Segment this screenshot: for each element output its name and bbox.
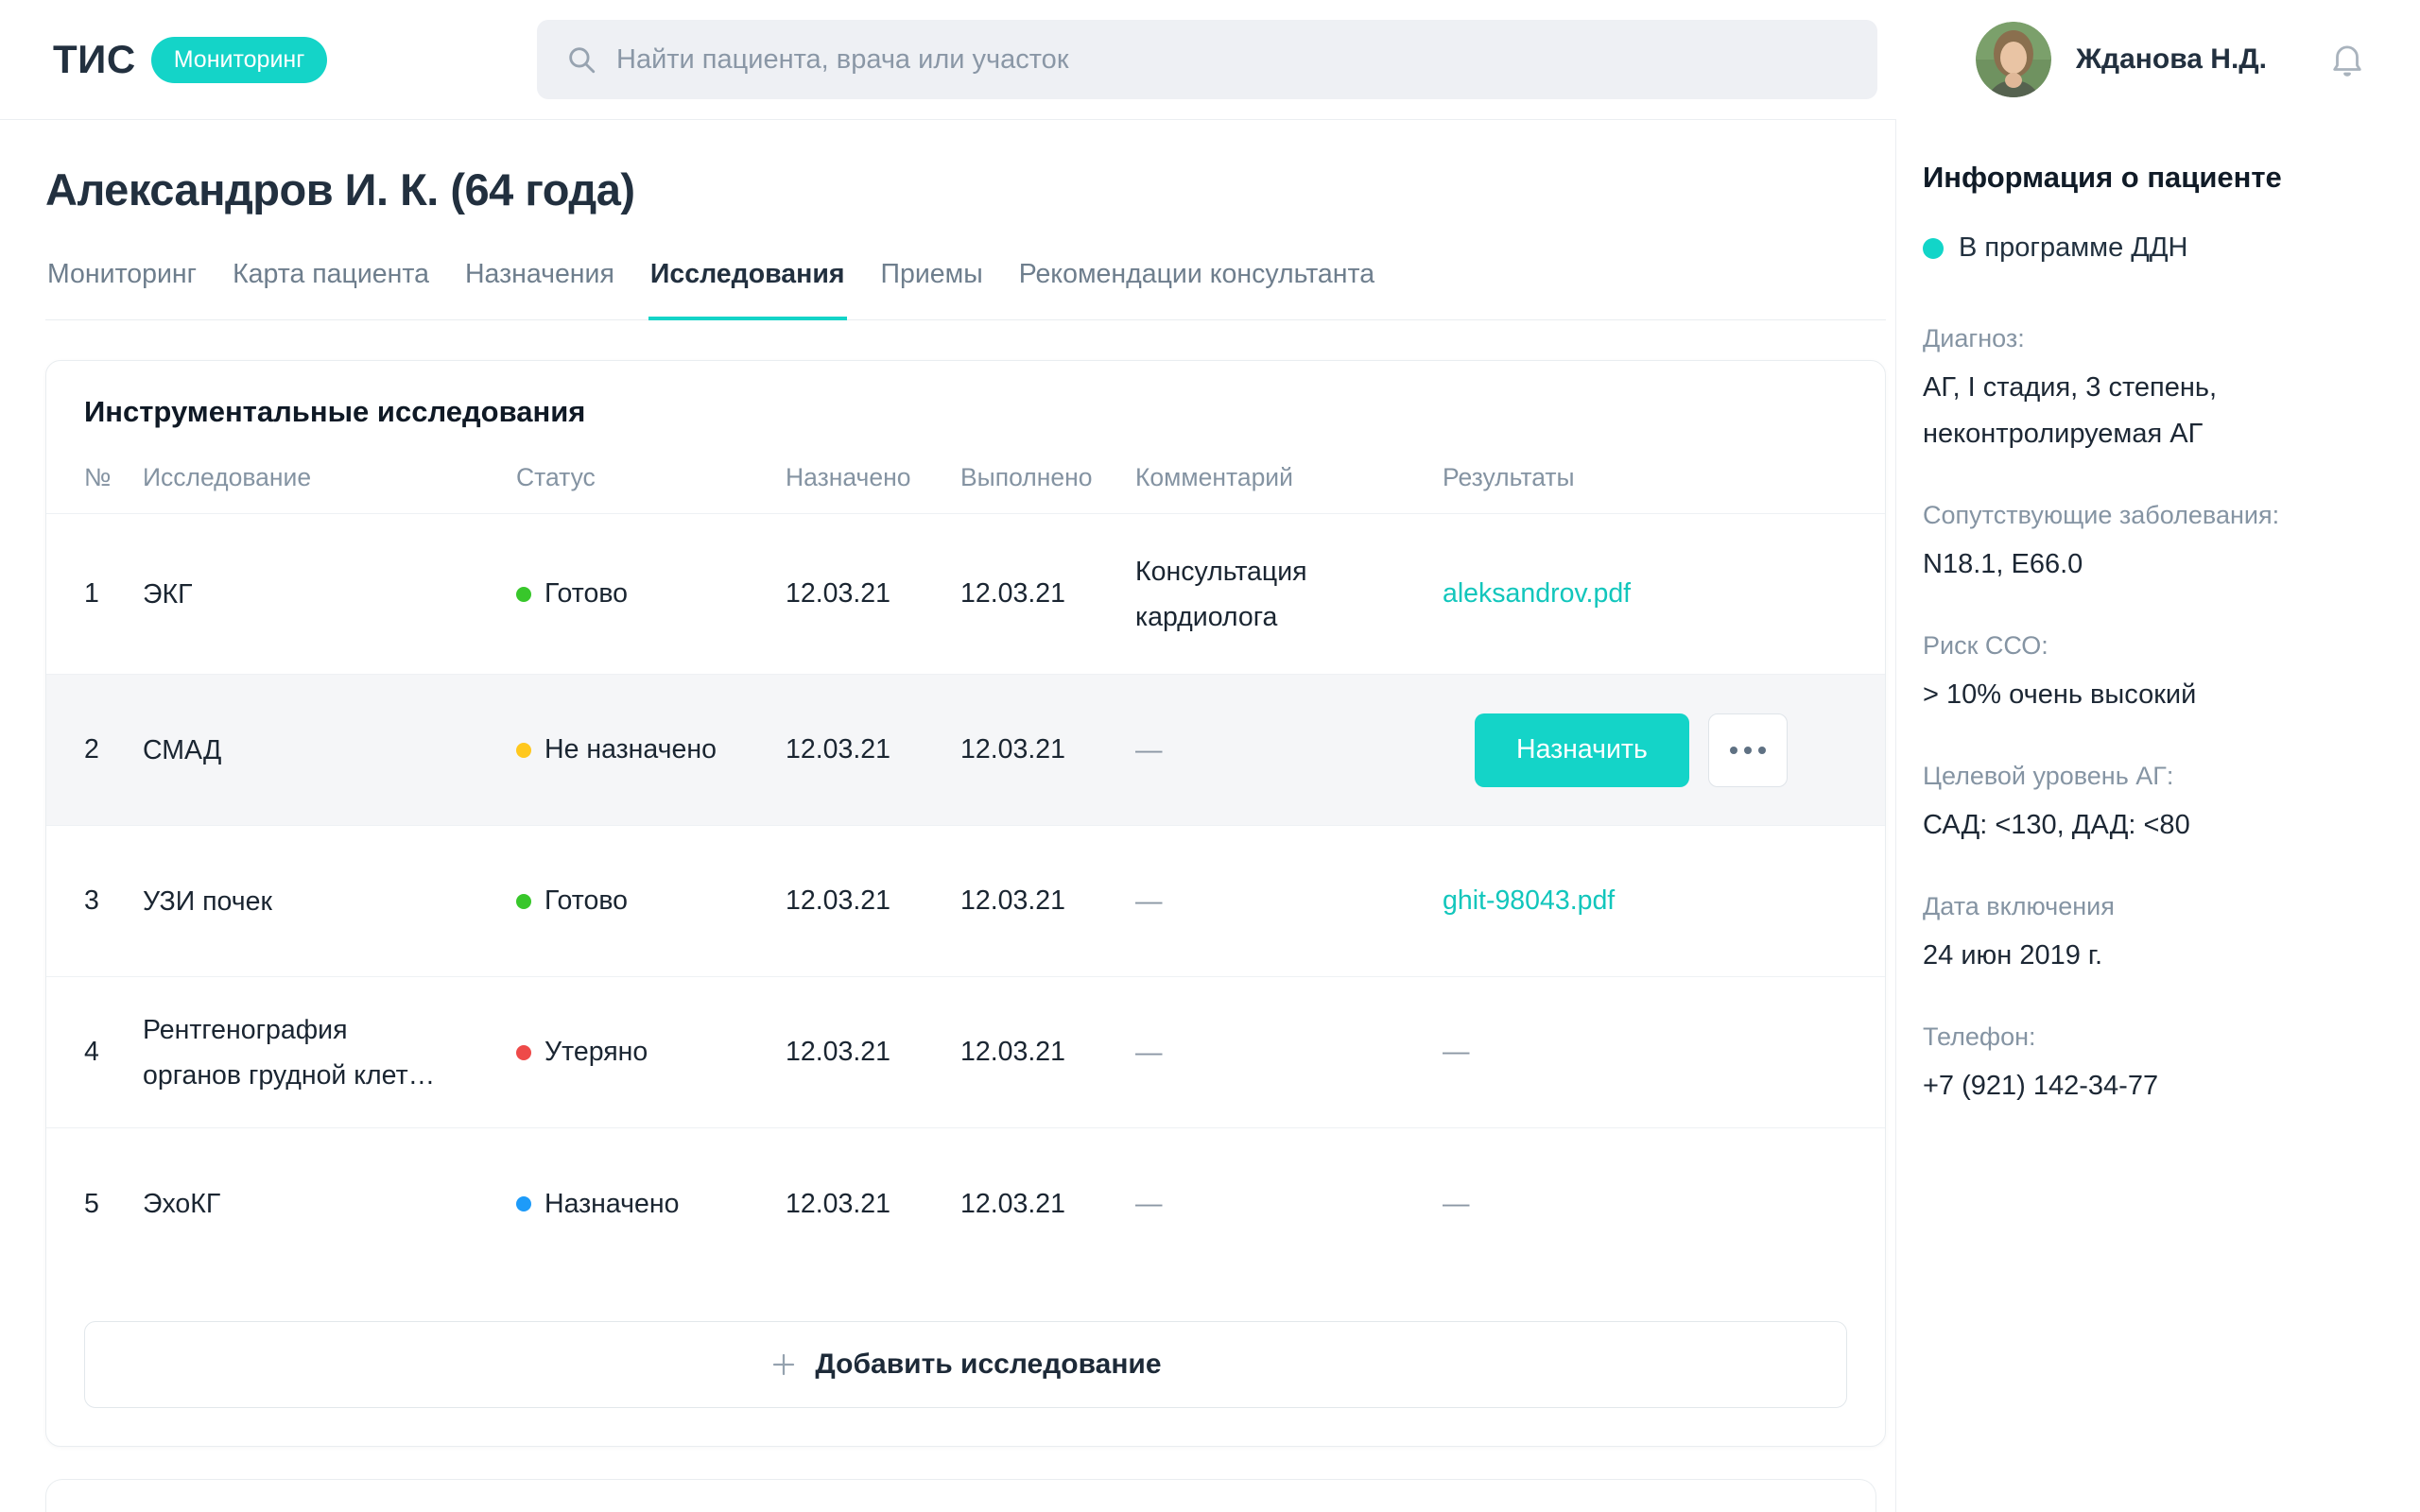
program-status-dot [1923,237,1944,259]
table-row: 3 УЗИ почек Готово 12.03.21 12.03.21 — g… [46,826,1885,977]
status-dot [516,1196,531,1211]
program-status-label: В программе ДДН [1959,232,2188,263]
sidebar-section-phone: Телефон: +7 (921) 142-34-77 [1923,1022,2159,1101]
col-header-status: Статус [516,463,596,491]
col-header-done: Выполнено [960,463,1093,491]
assign-button[interactable]: Назначить [1475,713,1689,787]
user-name[interactable]: Жданова Н.Д. [2075,43,2267,75]
status-dot [516,742,531,758]
app-header: ТИС Мониторинг Жданова Н.Д. [0,0,2420,119]
search-input[interactable] [616,43,1849,76]
patient-info-sidebar: Информация о пациенте В программе ДДН Ди… [1895,119,2420,1512]
next-card-peek [45,1479,1876,1512]
instrumental-investigations-card: Инструментальные исследования № Исследов… [45,360,1886,1447]
tab-patient-card[interactable]: Карта пациента [233,259,429,289]
col-header-num: № [84,463,112,491]
page-title: Александров И. К. (64 года) [45,164,635,215]
status-label: Готово [544,578,629,609]
sidebar-section-inclusion-date: Дата включения 24 июн 2019 г. [1923,892,2115,971]
notifications-bell-icon[interactable] [2327,40,2367,79]
plus-icon [773,1353,795,1376]
status-dot [516,586,531,602]
kebab-dot [1743,746,1752,754]
tab-investigations[interactable]: Исследования [648,259,847,320]
app-logo: ТИС [53,37,136,81]
kebab-dot [1757,746,1766,754]
col-header-results: Результаты [1443,463,1575,491]
card-title: Инструментальные исследования [84,395,586,428]
status-label: Утеряно [544,1037,648,1067]
tab-prescriptions[interactable]: Назначения [464,259,614,289]
sidebar-section-risk: Риск ССО: > 10% очень высокий [1923,631,2197,710]
tab-appointments[interactable]: Приемы [880,259,983,289]
table-header-row: № Исследование Статус Назначено Выполнен… [46,442,1885,514]
sidebar-title: Информация о пациенте [1923,161,2282,194]
col-header-investigation: Исследование [143,463,312,491]
tab-monitoring[interactable]: Мониторинг [47,259,198,289]
table-row: 4 Рентгенография органов грудной клет… У… [46,977,1885,1128]
status-label: Готово [544,885,629,916]
status-dot [516,1044,531,1060]
table-row-highlighted: 2 СМАД Не назначено 12.03.21 12.03.21 — … [46,675,1885,826]
program-status: В программе ДДН [1923,232,2382,264]
sidebar-section-diagnosis: Диагноз: АГ, I стадия, 3 степень, неконт… [1923,324,2218,449]
table-row: 1 ЭКГ Готово 12.03.21 12.03.21 Консульта… [46,514,1885,675]
status-dot [516,893,531,909]
result-file-link[interactable]: aleksandrov.pdf [1443,578,1632,609]
kebab-dot [1729,746,1737,754]
kebab-menu-button[interactable] [1707,713,1788,787]
result-file-link[interactable]: ghit-98043.pdf [1443,885,1616,916]
tab-consultant-recommendations[interactable]: Рекомендации консультанта [1018,259,1375,289]
table-row: 5 ЭхоКГ Назначено 12.03.21 12.03.21 — — [84,1188,1470,1220]
patient-tabs: Мониторинг Карта пациента Назначения Исс… [45,259,1886,320]
search-icon [569,47,596,74]
col-header-comment: Комментарий [1135,463,1293,491]
sidebar-section-comorbidities: Сопутствующие заболевания: N18.1, E66.0 [1923,501,2280,579]
status-label: Не назначено [544,734,717,765]
search-bar[interactable] [537,20,1877,99]
add-investigation-label: Добавить исследование [815,1349,1162,1380]
app-mode-badge: Мониторинг [150,36,328,83]
col-header-assigned: Назначено [786,463,911,491]
status-label: Назначено [544,1188,680,1219]
sidebar-section-target-bp: Целевой уровень АГ: САД: <130, ДАД: <80 [1923,762,2190,840]
avatar[interactable] [1975,22,2051,97]
main-panel: Александров И. К. (64 года) Мониторинг К… [0,119,1895,1512]
add-investigation-button[interactable]: Добавить исследование [84,1321,1847,1408]
